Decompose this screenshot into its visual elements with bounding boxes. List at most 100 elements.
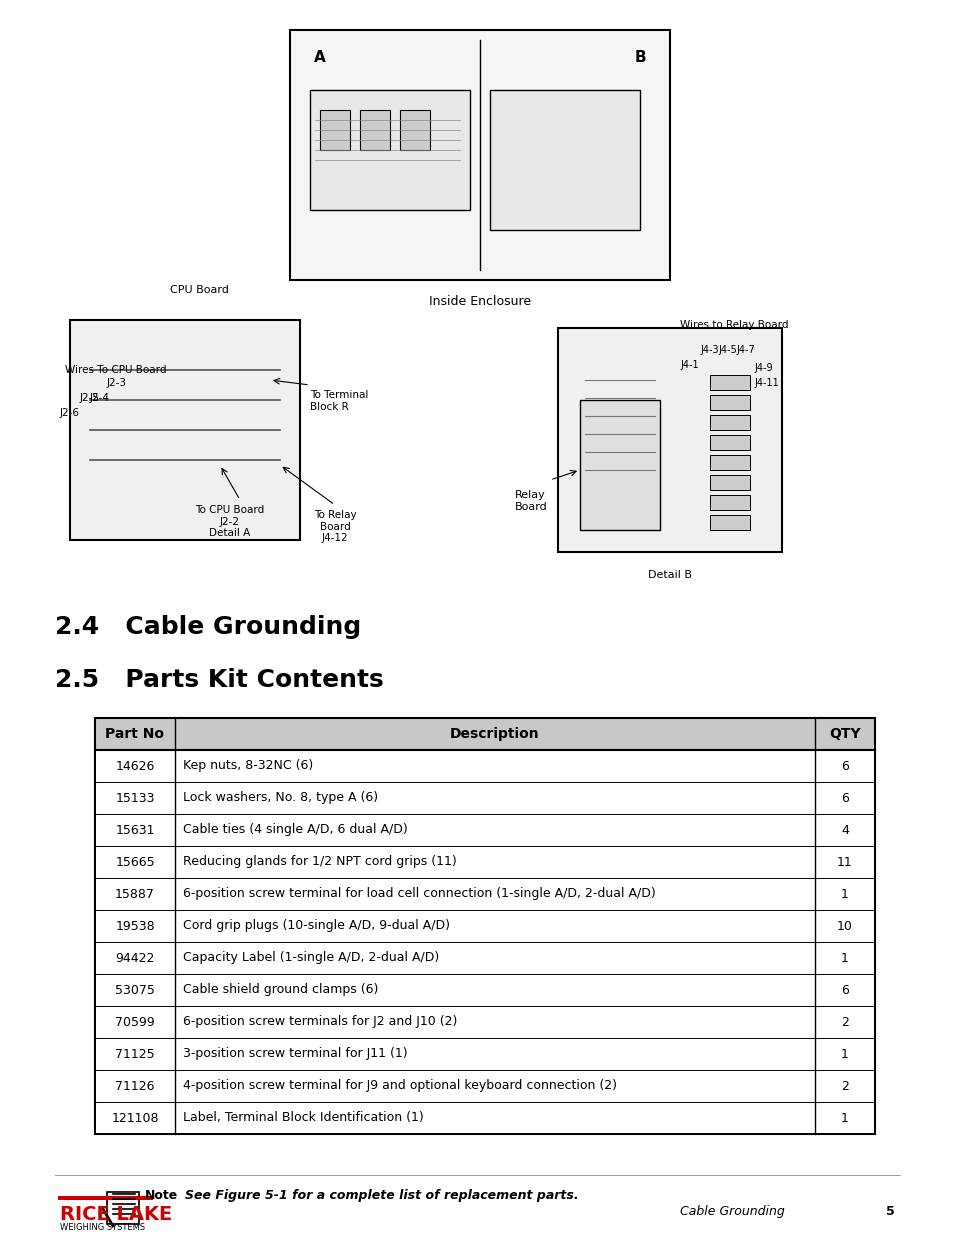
Text: To CPU Board
J2-2
Detail A: To CPU Board J2-2 Detail A bbox=[195, 505, 264, 538]
FancyBboxPatch shape bbox=[96, 1071, 873, 1100]
Text: 15631: 15631 bbox=[115, 824, 154, 836]
Text: Detail B: Detail B bbox=[647, 571, 691, 580]
FancyBboxPatch shape bbox=[96, 974, 873, 1005]
Text: 15887: 15887 bbox=[115, 888, 154, 900]
Text: QTY: QTY bbox=[828, 727, 860, 741]
FancyBboxPatch shape bbox=[290, 30, 669, 280]
Text: See Figure 5-1 for a complete list of replacement parts.: See Figure 5-1 for a complete list of re… bbox=[185, 1189, 578, 1202]
FancyBboxPatch shape bbox=[579, 400, 659, 530]
FancyBboxPatch shape bbox=[70, 505, 110, 520]
Text: 14626: 14626 bbox=[115, 760, 154, 773]
Text: CPU Board: CPU Board bbox=[170, 285, 229, 295]
FancyBboxPatch shape bbox=[190, 505, 230, 520]
Text: 11: 11 bbox=[836, 856, 852, 868]
FancyBboxPatch shape bbox=[96, 847, 873, 877]
Text: 6: 6 bbox=[841, 792, 848, 804]
Text: 1: 1 bbox=[841, 888, 848, 900]
Text: 4-position screw terminal for J9 and optional keyboard connection (2): 4-position screw terminal for J9 and opt… bbox=[183, 1079, 617, 1093]
Text: 1: 1 bbox=[841, 951, 848, 965]
Text: 15665: 15665 bbox=[115, 856, 154, 868]
FancyBboxPatch shape bbox=[310, 90, 470, 210]
Text: 15133: 15133 bbox=[115, 792, 154, 804]
Text: Cable ties (4 single A/D, 6 dual A/D): Cable ties (4 single A/D, 6 dual A/D) bbox=[183, 824, 407, 836]
FancyBboxPatch shape bbox=[490, 90, 639, 230]
FancyBboxPatch shape bbox=[359, 110, 390, 149]
FancyBboxPatch shape bbox=[709, 454, 749, 471]
Text: To Relay
Board
J4-12: To Relay Board J4-12 bbox=[314, 510, 355, 543]
Text: Reducing glands for 1/2 NPT cord grips (11): Reducing glands for 1/2 NPT cord grips (… bbox=[183, 856, 456, 868]
Text: 19538: 19538 bbox=[115, 920, 154, 932]
Text: WEIGHING SYSTEMS: WEIGHING SYSTEMS bbox=[60, 1223, 145, 1233]
FancyBboxPatch shape bbox=[96, 1103, 873, 1132]
FancyBboxPatch shape bbox=[96, 879, 873, 909]
FancyBboxPatch shape bbox=[96, 1039, 873, 1070]
Text: J4-11: J4-11 bbox=[753, 378, 778, 388]
Text: 1: 1 bbox=[841, 1112, 848, 1125]
Text: Capacity Label (1-single A/D, 2-dual A/D): Capacity Label (1-single A/D, 2-dual A/D… bbox=[183, 951, 438, 965]
FancyBboxPatch shape bbox=[58, 1195, 152, 1200]
FancyBboxPatch shape bbox=[319, 110, 350, 149]
Text: 2.5   Parts Kit Contents: 2.5 Parts Kit Contents bbox=[55, 668, 383, 692]
Text: 6-position screw terminal for load cell connection (1-single A/D, 2-dual A/D): 6-position screw terminal for load cell … bbox=[183, 888, 655, 900]
Text: Description: Description bbox=[450, 727, 539, 741]
Text: 6: 6 bbox=[841, 983, 848, 997]
Text: B: B bbox=[634, 49, 645, 65]
Text: RICE LAKE: RICE LAKE bbox=[60, 1205, 172, 1224]
Text: A: A bbox=[314, 49, 326, 65]
Text: Inside Enclosure: Inside Enclosure bbox=[429, 295, 531, 308]
FancyBboxPatch shape bbox=[709, 435, 749, 450]
FancyBboxPatch shape bbox=[96, 911, 873, 941]
Text: 71126: 71126 bbox=[115, 1079, 154, 1093]
Text: Lock washers, No. 8, type A (6): Lock washers, No. 8, type A (6) bbox=[183, 792, 377, 804]
FancyBboxPatch shape bbox=[709, 375, 749, 390]
FancyBboxPatch shape bbox=[96, 783, 873, 813]
Text: J2-4: J2-4 bbox=[90, 393, 110, 403]
Text: Wires To CPU Board: Wires To CPU Board bbox=[65, 366, 167, 375]
FancyBboxPatch shape bbox=[709, 395, 749, 410]
Text: J2-5: J2-5 bbox=[80, 393, 100, 403]
Text: 4: 4 bbox=[841, 824, 848, 836]
Text: 2: 2 bbox=[841, 1079, 848, 1093]
Text: Cord grip plugs (10-single A/D, 9-dual A/D): Cord grip plugs (10-single A/D, 9-dual A… bbox=[183, 920, 450, 932]
FancyBboxPatch shape bbox=[96, 751, 873, 781]
Text: Kep nuts, 8-32NC (6): Kep nuts, 8-32NC (6) bbox=[183, 760, 313, 773]
Text: 71125: 71125 bbox=[115, 1047, 154, 1061]
Text: Note: Note bbox=[145, 1189, 178, 1202]
Text: 70599: 70599 bbox=[115, 1015, 154, 1029]
Text: Relay
Board: Relay Board bbox=[515, 490, 547, 511]
Text: 6: 6 bbox=[841, 760, 848, 773]
Text: Label, Terminal Block Identification (1): Label, Terminal Block Identification (1) bbox=[183, 1112, 423, 1125]
Text: 2: 2 bbox=[841, 1015, 848, 1029]
FancyBboxPatch shape bbox=[96, 815, 873, 845]
Text: To Terminal
Block R: To Terminal Block R bbox=[310, 390, 368, 411]
FancyBboxPatch shape bbox=[709, 495, 749, 510]
Text: 2.4   Cable Grounding: 2.4 Cable Grounding bbox=[55, 615, 361, 638]
FancyBboxPatch shape bbox=[96, 1007, 873, 1037]
FancyBboxPatch shape bbox=[70, 320, 299, 540]
Text: Cable shield ground clamps (6): Cable shield ground clamps (6) bbox=[183, 983, 378, 997]
Text: J4-5: J4-5 bbox=[718, 345, 736, 354]
Text: J2-6: J2-6 bbox=[60, 408, 80, 417]
Text: 121108: 121108 bbox=[112, 1112, 158, 1125]
Text: 5: 5 bbox=[885, 1205, 894, 1218]
Text: 1: 1 bbox=[841, 1047, 848, 1061]
Text: Wires to Relay Board: Wires to Relay Board bbox=[679, 320, 788, 330]
Text: J4-7: J4-7 bbox=[735, 345, 754, 354]
Text: 3-position screw terminal for J11 (1): 3-position screw terminal for J11 (1) bbox=[183, 1047, 407, 1061]
FancyBboxPatch shape bbox=[130, 505, 170, 520]
FancyBboxPatch shape bbox=[95, 718, 874, 750]
Text: J2-3: J2-3 bbox=[107, 378, 127, 388]
Text: 6-position screw terminals for J2 and J10 (2): 6-position screw terminals for J2 and J1… bbox=[183, 1015, 456, 1029]
Text: Part No: Part No bbox=[106, 727, 164, 741]
FancyBboxPatch shape bbox=[107, 1192, 139, 1224]
Text: 94422: 94422 bbox=[115, 951, 154, 965]
Text: Cable Grounding: Cable Grounding bbox=[679, 1205, 784, 1218]
Text: 10: 10 bbox=[836, 920, 852, 932]
FancyBboxPatch shape bbox=[709, 515, 749, 530]
Text: J4-1: J4-1 bbox=[679, 359, 698, 370]
FancyBboxPatch shape bbox=[399, 110, 430, 149]
FancyBboxPatch shape bbox=[709, 475, 749, 490]
Text: J4-3: J4-3 bbox=[700, 345, 718, 354]
FancyBboxPatch shape bbox=[709, 415, 749, 430]
FancyBboxPatch shape bbox=[96, 944, 873, 973]
